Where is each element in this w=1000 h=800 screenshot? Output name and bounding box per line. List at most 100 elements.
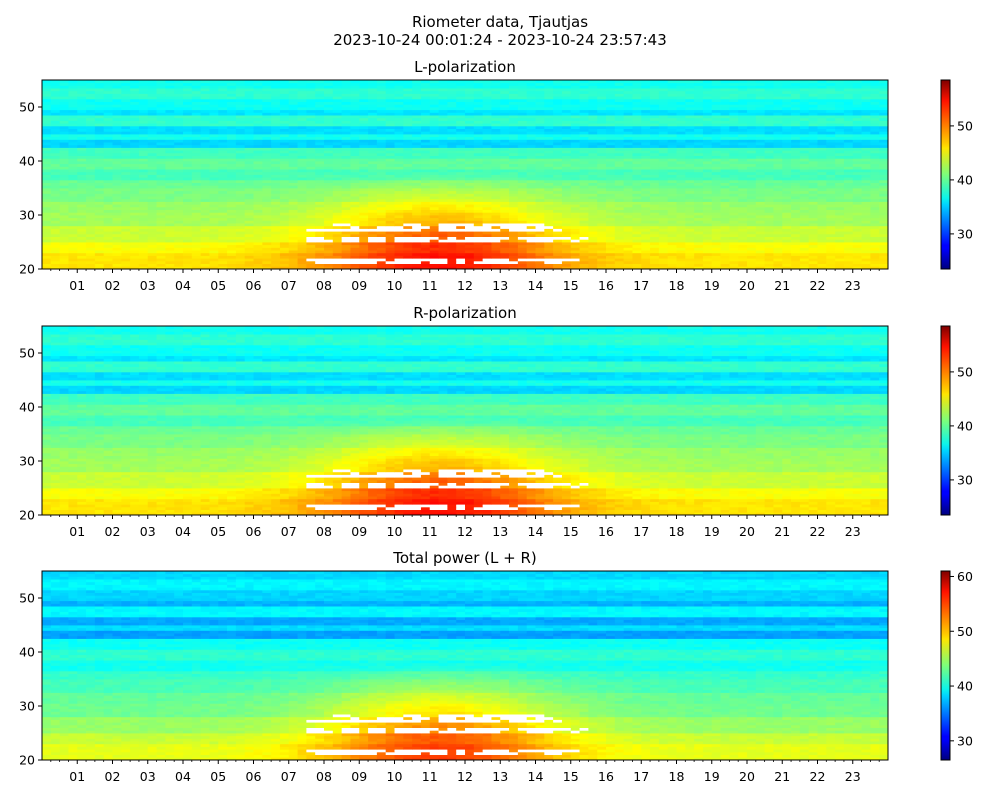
heatmap-cell [376,266,387,270]
heatmap-cell [561,182,572,186]
heatmap-cell [200,142,210,146]
heatmap-cell [500,201,510,205]
heatmap-cell [606,239,616,243]
heatmap-cell [227,244,237,248]
heatmap-cell [315,196,325,200]
heatmap-cell [808,233,818,237]
heatmap-cell [297,258,307,262]
heatmap-cell [429,152,439,156]
heatmap-cell [799,147,810,151]
heatmap-cell [606,204,616,208]
heatmap-cell [588,136,598,140]
heatmap-cell [517,166,528,170]
heatmap-cell [385,263,395,267]
heatmap-cell [59,185,69,189]
heatmap-cell [86,215,96,219]
heatmap-cell [359,166,369,170]
heatmap-cell [702,144,713,148]
heatmap-cell [676,134,686,138]
heatmap-cell [764,242,774,246]
heatmap-cell [447,255,457,259]
heatmap-cell [835,223,845,227]
heatmap-cell [412,252,422,256]
heatmap-cell [385,196,395,200]
heatmap-cell [341,196,351,200]
heatmap-cell [403,182,413,186]
heatmap-cell [835,193,845,197]
heatmap-cell [465,177,475,181]
heatmap-cell [68,150,78,154]
heatmap-cell [315,212,325,216]
heatmap-cell [747,209,757,213]
heatmap-cell [209,131,219,135]
heatmap-cell [852,134,862,138]
heatmap-cell [614,198,625,202]
heatmap-cell [650,217,660,221]
heatmap-cell [729,206,739,210]
heatmap-cell [685,158,695,162]
heatmap-cell [729,215,739,219]
heatmap-cell [747,263,757,267]
heatmap-cell [368,188,378,192]
heatmap-cell [641,209,651,213]
heatmap-cell [165,209,175,213]
heatmap-cell [570,244,580,248]
heatmap-cell [685,188,695,192]
heatmap-cell [667,136,677,140]
heatmap-cell [385,179,395,183]
heatmap-cell [218,236,228,240]
heatmap-cell [68,204,78,208]
heatmap-cell [509,209,519,213]
heatmap-cell [473,260,484,264]
heatmap-cell [77,152,87,156]
heatmap-cell [702,263,713,267]
heatmap-cell [103,177,113,181]
heatmap-cell [174,252,184,256]
heatmap-cell [227,161,237,165]
heatmap-cell [747,252,757,256]
heatmap-cell [94,255,105,259]
heatmap-cell [826,193,836,197]
heatmap-cell [227,223,237,227]
heatmap-cell [614,217,625,221]
heatmap-cell [747,231,757,235]
heatmap-cell [315,236,325,240]
heatmap-cell [747,225,757,229]
heatmap-cell [852,239,862,243]
heatmap-cell [614,158,625,162]
heatmap-cell [438,266,448,270]
heatmap-cell [852,185,862,189]
heatmap-cell [553,201,563,205]
heatmap-cell [341,190,351,194]
heatmap-cell [641,171,651,175]
heatmap-cell [632,223,642,227]
heatmap-cell [103,188,113,192]
heatmap-cell [385,152,395,156]
heatmap-cell [747,258,757,262]
heatmap-cell [68,266,78,270]
heatmap-cell [376,131,387,135]
heatmap-cell [183,163,193,167]
heatmap-cell [376,258,387,262]
heatmap-cell [359,212,369,216]
heatmap-cell [403,239,413,243]
heatmap-cell [209,228,219,232]
heatmap-cell [165,139,175,143]
heatmap-cell [702,166,713,170]
heatmap-cell [782,163,792,167]
heatmap-cell [808,155,818,159]
heatmap-cell [306,150,316,154]
heatmap-cell [174,193,184,197]
heatmap-cell [729,128,739,132]
heatmap-cell [465,260,475,264]
heatmap-cell [288,225,298,229]
heatmap-cell [288,134,298,138]
heatmap-cell [526,171,536,175]
heatmap-cell [279,163,290,167]
heatmap-cell [130,231,140,235]
heatmap-cell [491,242,501,246]
heatmap-cell [385,163,395,167]
heatmap-cell [68,131,78,135]
heatmap-cell [183,263,193,267]
heatmap-cell [288,144,298,148]
